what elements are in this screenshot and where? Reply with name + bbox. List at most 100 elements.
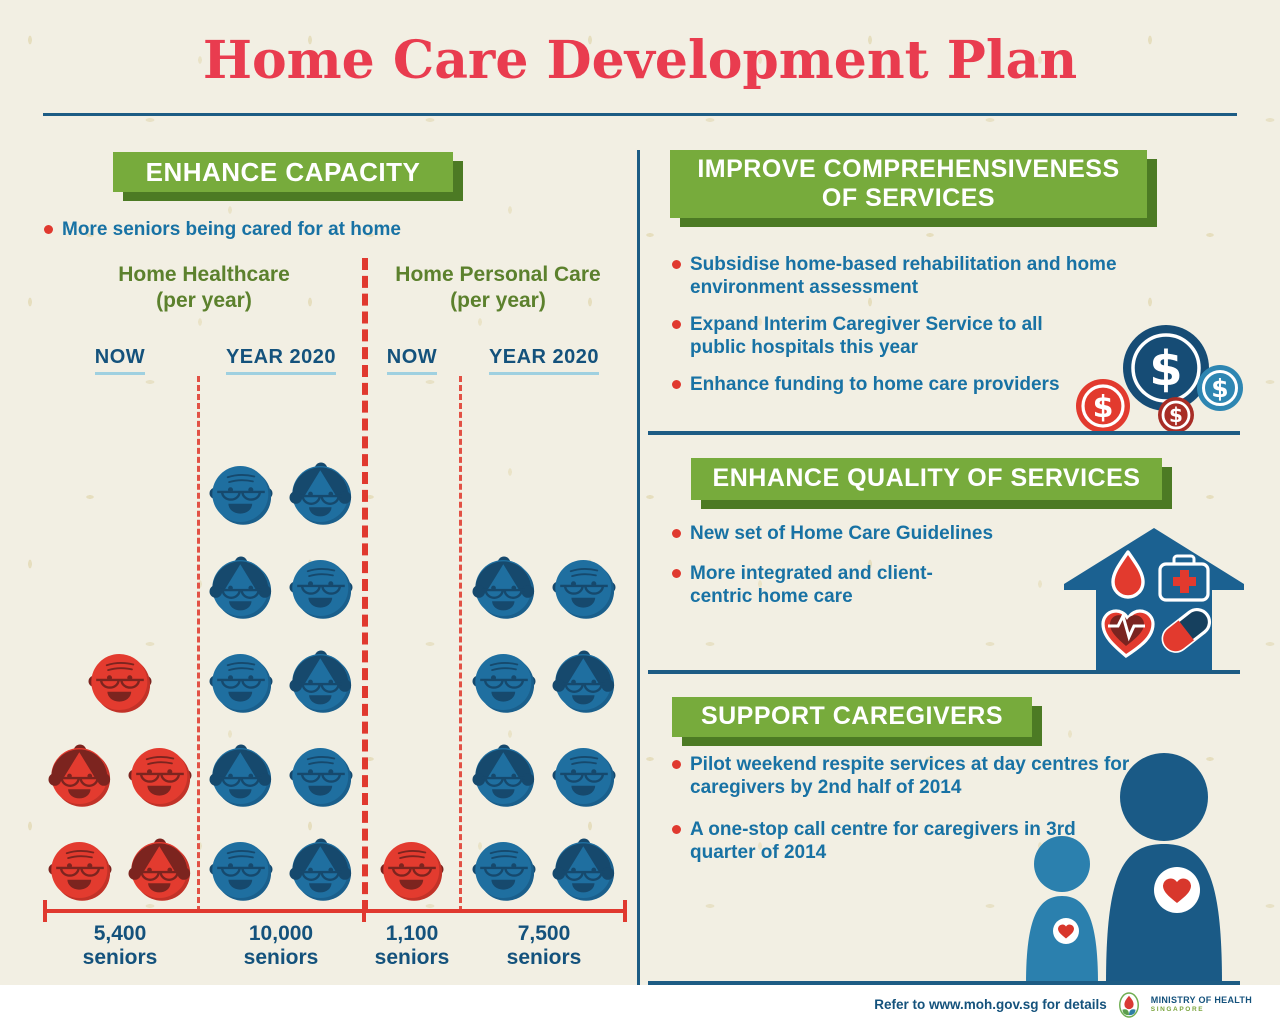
footer: Refer to www.moh.gov.sg for details MINI… bbox=[0, 985, 1280, 1024]
senior-man-face-icon bbox=[377, 835, 447, 905]
value-label: 7,500 seniors bbox=[506, 922, 582, 970]
column-label-year-2020: YEAR 2020 bbox=[484, 346, 604, 375]
pictogram-row bbox=[469, 835, 619, 905]
pictogram-row bbox=[45, 741, 195, 811]
section-banner-enhance-capacity: ENHANCE CAPACITY bbox=[113, 152, 453, 192]
senior-woman-face-icon bbox=[286, 835, 356, 905]
coin-lightblue: $ bbox=[1197, 365, 1243, 411]
pictogram-column-healthcare-now bbox=[45, 647, 195, 905]
pictogram-row bbox=[469, 647, 619, 717]
senior-woman-face-icon bbox=[286, 647, 356, 717]
senior-woman-face-icon bbox=[125, 835, 195, 905]
bullet-dot bbox=[44, 225, 53, 234]
section-heading: ENHANCE CAPACITY bbox=[145, 156, 421, 187]
title-divider bbox=[43, 113, 1237, 116]
pictogram-row bbox=[85, 647, 155, 717]
pictogram-column-healthcare-2020 bbox=[205, 459, 357, 905]
caregiver-small-figure bbox=[1026, 836, 1098, 984]
senior-woman-face-icon bbox=[549, 835, 619, 905]
bullet-item: More integrated and client-centric home … bbox=[672, 562, 950, 608]
bullet-dot bbox=[672, 825, 681, 834]
bullet-text: A one-stop call centre for caregivers in… bbox=[690, 819, 1076, 864]
senior-man-face-icon bbox=[85, 647, 155, 717]
baseline-tick bbox=[623, 900, 627, 922]
chart-baseline bbox=[43, 909, 627, 913]
value-label: 1,100 seniors bbox=[374, 922, 450, 970]
section-banner-support-caregivers: SUPPORT CAREGIVERS bbox=[672, 697, 1032, 737]
section-banner-enhance-quality: ENHANCE QUALITY OF SERVICES bbox=[691, 458, 1162, 500]
senior-woman-face-icon bbox=[206, 741, 276, 811]
section-banner-improve-comprehensiveness: IMPROVE COMPREHENSIVENESS OF SERVICES bbox=[670, 150, 1147, 218]
caregiver-figures-icon bbox=[1026, 753, 1222, 984]
section-divider bbox=[648, 431, 1240, 435]
senior-man-face-icon bbox=[549, 741, 619, 811]
bullet-dot bbox=[672, 569, 681, 578]
section-divider bbox=[648, 981, 1240, 985]
pictogram-row bbox=[206, 741, 356, 811]
bullet-item: Pilot weekend respite services at day ce… bbox=[672, 753, 1130, 799]
blood-drop-icon bbox=[1111, 550, 1145, 599]
pictogram-row bbox=[206, 459, 356, 529]
heart-pulse-icon bbox=[1101, 609, 1155, 658]
senior-man-face-icon bbox=[469, 835, 539, 905]
svg-text:$: $ bbox=[1149, 341, 1182, 397]
bullet-dot bbox=[672, 260, 681, 269]
chart-group-header-home-healthcare: Home Healthcare (per year) bbox=[84, 262, 324, 315]
senior-man-face-icon bbox=[286, 553, 356, 623]
bullet-item: Subsidise home-based rehabilitation and … bbox=[672, 253, 1140, 299]
senior-woman-face-icon bbox=[206, 553, 276, 623]
group-sublabel: (per year) bbox=[156, 289, 252, 313]
senior-man-face-icon bbox=[45, 835, 115, 905]
footer-note: Refer to www.moh.gov.sg for details bbox=[874, 997, 1107, 1012]
pictogram-row bbox=[206, 835, 356, 905]
senior-woman-face-icon bbox=[469, 553, 539, 623]
coin-red: $ bbox=[1076, 379, 1130, 433]
value-label: 5,400 seniors bbox=[82, 922, 158, 970]
bullet-dot bbox=[672, 380, 681, 389]
svg-text:$: $ bbox=[1169, 403, 1183, 427]
dollar-coins-icon: $ $ $ $ bbox=[1076, 325, 1243, 433]
column-divider bbox=[637, 150, 640, 985]
house-shape bbox=[1064, 528, 1244, 670]
coin-darkred: $ bbox=[1158, 397, 1194, 433]
column-label-now: NOW bbox=[60, 346, 180, 375]
pictogram-column-personal-care-2020 bbox=[469, 553, 619, 905]
svg-text:$: $ bbox=[1093, 390, 1114, 425]
senior-man-face-icon bbox=[549, 553, 619, 623]
bullet-text: New set of Home Care Guidelines bbox=[690, 523, 994, 544]
bullet-item: Expand Interim Caregiver Service to all … bbox=[672, 313, 1060, 359]
pictogram-row bbox=[206, 647, 356, 717]
page-title: Home Care Development Plan bbox=[202, 30, 1078, 91]
section-heading: ENHANCE QUALITY OF SERVICES bbox=[712, 464, 1141, 493]
pictogram-row bbox=[377, 835, 447, 905]
column-divider-dashed bbox=[197, 376, 200, 912]
group-sublabel: (per year) bbox=[450, 289, 546, 313]
pictogram-row bbox=[45, 835, 195, 905]
bullet-dot bbox=[672, 320, 681, 329]
senior-woman-face-icon bbox=[469, 741, 539, 811]
senior-man-face-icon bbox=[125, 741, 195, 811]
value-label: 10,000 seniors bbox=[243, 922, 319, 970]
medical-house-icon bbox=[1064, 528, 1244, 670]
bullet-text: More seniors being cared for at home bbox=[62, 219, 401, 240]
first-aid-kit-icon bbox=[1158, 554, 1210, 602]
bullet-item: Enhance funding to home care providers bbox=[672, 373, 1060, 396]
pictogram-row bbox=[206, 553, 356, 623]
bullet-text: More integrated and client-centric home … bbox=[690, 563, 933, 608]
pictogram-row bbox=[469, 553, 619, 623]
group-divider-dashed bbox=[362, 258, 368, 912]
baseline-tick bbox=[362, 900, 366, 922]
column-label-year-2020: YEAR 2020 bbox=[221, 346, 341, 375]
senior-woman-face-icon bbox=[286, 459, 356, 529]
senior-woman-face-icon bbox=[45, 741, 115, 811]
group-label: Home Healthcare bbox=[118, 263, 290, 286]
section-heading: SUPPORT CAREGIVERS bbox=[700, 702, 1004, 731]
section-heading: IMPROVE COMPREHENSIVENESS OF SERVICES bbox=[697, 154, 1120, 213]
senior-man-face-icon bbox=[206, 459, 276, 529]
pill-icon bbox=[1161, 607, 1212, 653]
bullet-text: Expand Interim Caregiver Service to all … bbox=[690, 314, 1043, 359]
senior-man-face-icon bbox=[206, 835, 276, 905]
group-label: Home Personal Care bbox=[395, 263, 601, 286]
column-divider-dashed bbox=[459, 376, 462, 912]
